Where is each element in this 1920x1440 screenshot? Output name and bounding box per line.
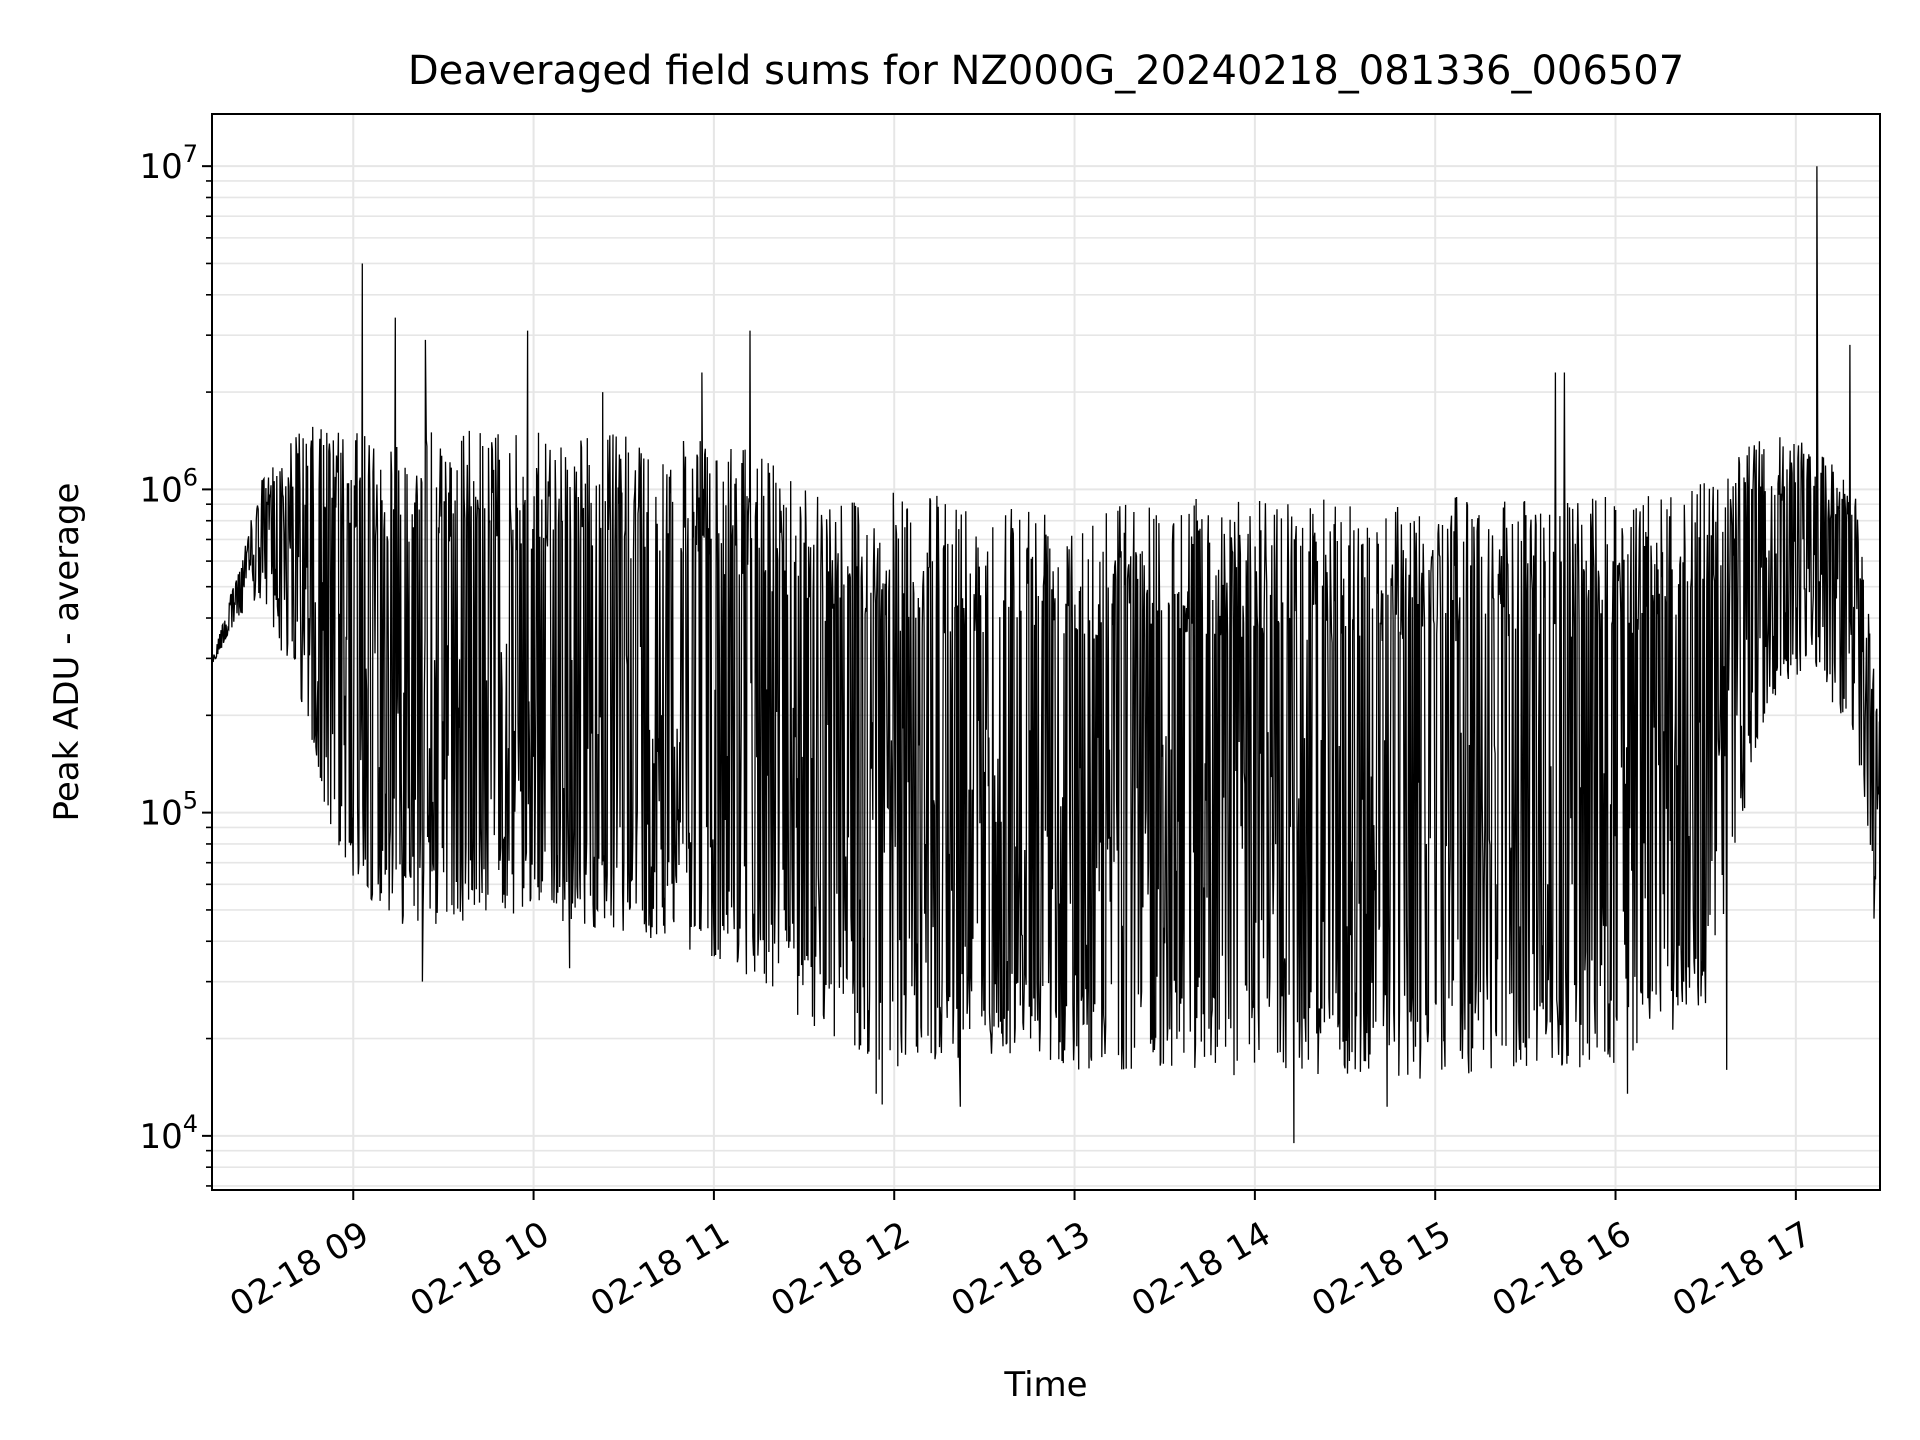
y-tick-label: 105 bbox=[139, 787, 198, 834]
x-axis-label: Time bbox=[1003, 1365, 1087, 1405]
y-axis-label: Peak ADU - average bbox=[47, 483, 87, 822]
chart-title: Deaveraged field sums for NZ000G_2024021… bbox=[408, 48, 1684, 94]
series-path bbox=[211, 166, 1881, 1144]
series-line bbox=[211, 166, 1881, 1144]
y-axis: 104 105 106 107 bbox=[139, 140, 212, 1187]
y-tick-label: 106 bbox=[139, 463, 198, 510]
y-tick-label: 104 bbox=[139, 1110, 198, 1157]
plot-frame bbox=[211, 113, 1881, 1191]
y-tick-label: 107 bbox=[139, 140, 198, 187]
